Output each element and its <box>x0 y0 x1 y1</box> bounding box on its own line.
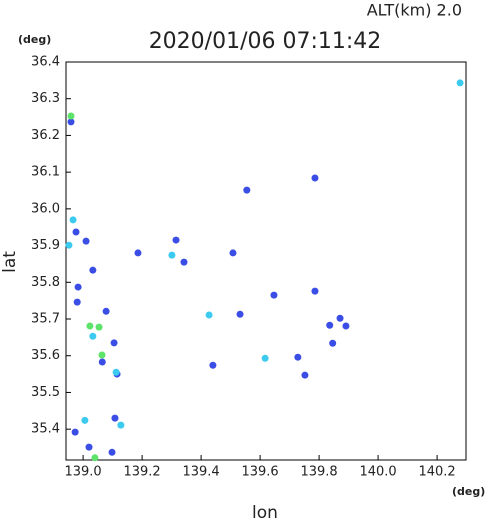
echo-point <box>342 322 350 330</box>
y-tick-label: 36.3 <box>31 91 60 106</box>
echo-point <box>81 416 89 424</box>
echo-point <box>67 112 75 120</box>
echo-point <box>95 323 103 331</box>
echo-point <box>86 322 94 330</box>
echo-point <box>301 371 309 379</box>
y-tick-label: 35.7 <box>31 312 60 327</box>
echo-point <box>311 174 319 182</box>
x-tick-label: 139.8 <box>300 465 337 480</box>
echo-point <box>98 351 106 359</box>
echo-point <box>134 249 142 257</box>
x-tick-label: 139.4 <box>182 465 219 480</box>
x-tick-label: 140.2 <box>418 465 455 480</box>
echo-point <box>110 339 118 347</box>
chart-title: 2020/01/06 07:11:42 <box>149 29 382 54</box>
y-tick-label: 36.2 <box>31 128 60 143</box>
echo-point <box>270 291 278 299</box>
plot-frame <box>65 61 467 461</box>
echo-point <box>261 354 269 362</box>
echo-point <box>111 414 119 422</box>
echo-point <box>98 358 106 366</box>
y-axis-label: lat <box>0 251 20 273</box>
echo-point <box>172 236 180 244</box>
echo-point <box>72 228 80 236</box>
echo-point <box>71 428 79 436</box>
x-tick-label: 139.6 <box>241 465 278 480</box>
echo-point <box>117 421 125 429</box>
echo-point <box>180 258 188 266</box>
echo-point <box>168 251 176 259</box>
echo-point <box>108 448 116 456</box>
echo-point <box>311 287 319 295</box>
echo-point <box>67 118 75 126</box>
echo-point <box>65 241 73 249</box>
echo-point <box>326 321 334 329</box>
echo-point <box>85 443 93 451</box>
echo-point <box>243 186 251 194</box>
echo-point <box>209 361 217 369</box>
y-tick-label: 35.6 <box>31 348 60 363</box>
echo-point <box>229 249 237 257</box>
y-tick-label: 36.0 <box>31 201 60 216</box>
y-unit: (deg) <box>18 33 51 46</box>
echo-point <box>82 237 90 245</box>
y-tick-label: 36.1 <box>31 165 60 180</box>
x-axis-label: lon <box>252 503 278 521</box>
y-tick-label: 36.4 <box>31 55 60 70</box>
x-unit: (deg) <box>452 485 485 498</box>
echo-point <box>89 332 97 340</box>
y-tick-label: 35.4 <box>31 422 60 437</box>
echo-point <box>74 283 82 291</box>
echo-point <box>73 298 81 306</box>
echo-point <box>102 307 110 315</box>
echo-point <box>91 454 99 462</box>
echo-point <box>69 216 77 224</box>
echo-point <box>336 314 344 322</box>
altitude-label: ALT(km) 2.0 <box>367 1 462 20</box>
echo-point <box>205 311 213 319</box>
x-tick-label: 140.0 <box>359 465 396 480</box>
echo-point <box>112 368 120 376</box>
y-tick-label: 35.5 <box>31 385 60 400</box>
x-tick-label: 139.0 <box>64 465 101 480</box>
echo-point <box>456 79 464 87</box>
echo-point <box>89 266 97 274</box>
echo-point <box>294 353 302 361</box>
y-tick-label: 35.8 <box>31 275 60 290</box>
x-tick-label: 139.2 <box>123 465 160 480</box>
echo-point <box>329 339 337 347</box>
echo-point <box>236 310 244 318</box>
y-tick-label: 35.9 <box>31 238 60 253</box>
